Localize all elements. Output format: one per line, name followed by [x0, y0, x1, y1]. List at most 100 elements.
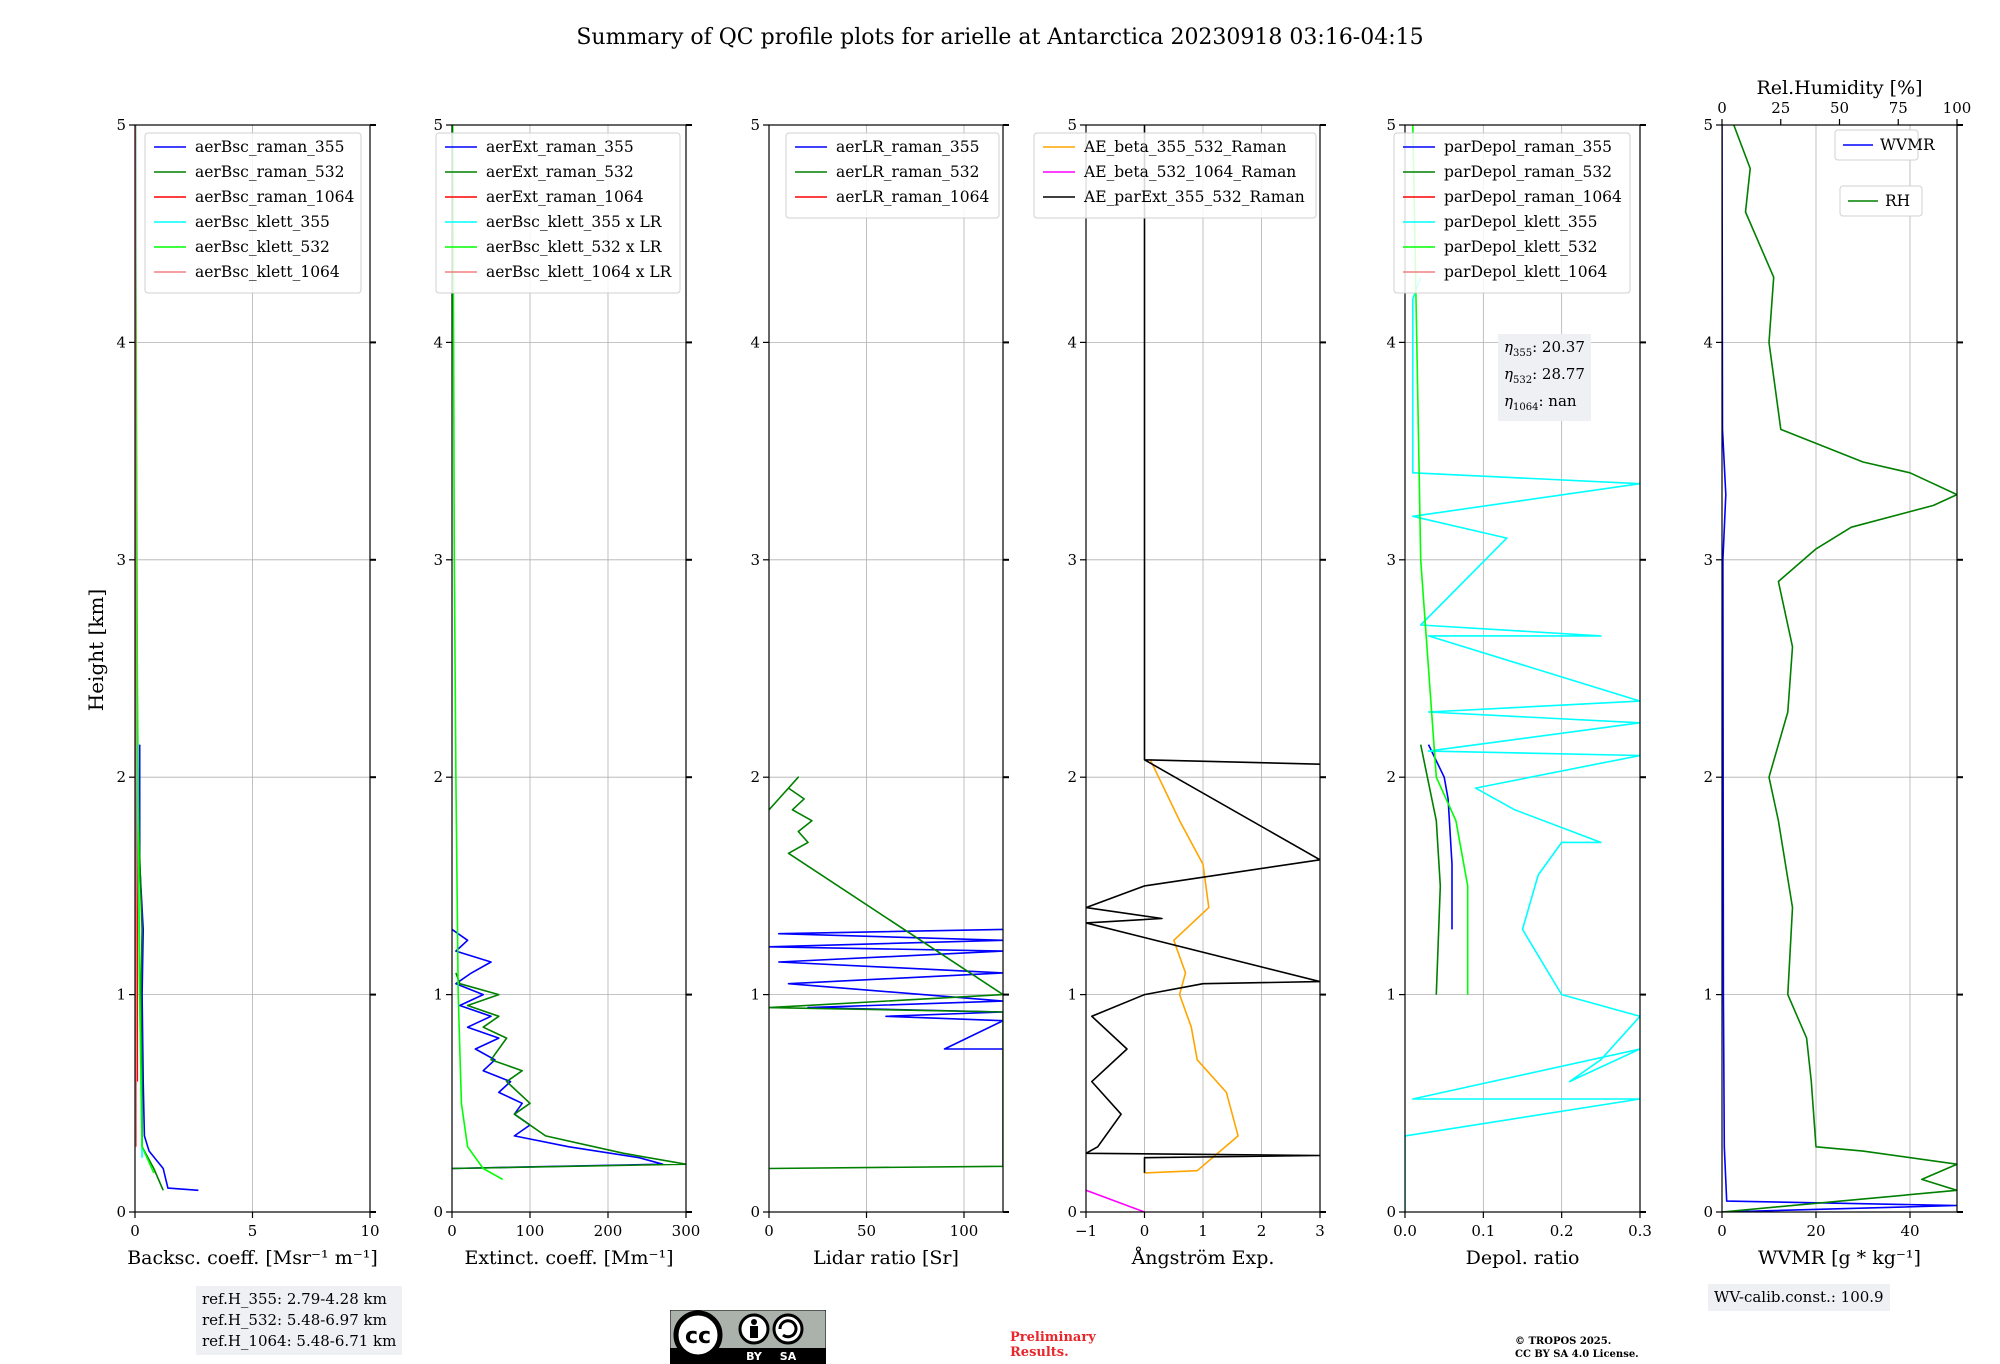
y-tick-label: 3 — [1703, 551, 1713, 569]
ref-height-532: ref.H_532: 5.48-6.97 km — [202, 1311, 387, 1329]
y-tick-label: 2 — [433, 768, 443, 786]
copyright-note: © TROPOS 2025. CC BY SA 4.0 License. — [1515, 1335, 1639, 1361]
legend-dep: parDepol_raman_355 parDepol_raman_532 parD… — [1393, 132, 1631, 294]
x-tick-label: 20 — [1806, 1222, 1825, 1240]
legend-entry: parDepol_klett_1064 — [1444, 263, 1607, 281]
x-tick-label: 0.3 — [1628, 1222, 1652, 1240]
legend-entry: AE_beta_355_532_Raman — [1083, 138, 1286, 156]
y-tick-label: 2 — [116, 768, 126, 786]
copyright-line-2: CC BY SA 4.0 License. — [1515, 1349, 1639, 1360]
panel-dep: 0 1 2 3 4 5 0.0 0.1 0.2 0.3 Depol. ratio parDepol_r… — [1386, 116, 1651, 1269]
y-axis-label: Height [km] — [84, 589, 108, 711]
series-line-aerext-raman-355 — [452, 928, 664, 1170]
legend-entry: aerBsc_raman_532 — [195, 163, 345, 181]
series-line-aerbsc-raman-355 — [138, 744, 199, 1192]
y-tick-label: 4 — [433, 333, 443, 351]
x-tick-label: 0 — [1140, 1222, 1150, 1240]
y-tick-label: 0 — [433, 1203, 443, 1221]
x-axis-label-lr: Lidar ratio [Sr] — [813, 1247, 959, 1269]
legend-lr: aerLR_raman_355 aerLR_raman_532 aerLR_rama… — [785, 132, 1000, 219]
x-tick-label: 50 — [857, 1222, 876, 1240]
preliminary-note: Preliminary Results. — [1010, 1330, 1096, 1360]
y-tick-label: 1 — [1386, 986, 1396, 1004]
y-tick-label: 3 — [1067, 551, 1077, 569]
legend-entry: aerBsc_klett_532 — [195, 238, 330, 256]
y-tick-label: 1 — [1703, 986, 1713, 1004]
y-tick-label: 4 — [1067, 333, 1077, 351]
eta-355: η355: 20.37 — [1504, 338, 1585, 359]
plot-frame — [451, 124, 687, 1213]
x-tick-label: 0.0 — [1393, 1222, 1417, 1240]
y-tick-label: 2 — [1067, 768, 1077, 786]
legend-entry: aerExt_raman_1064 — [486, 188, 644, 206]
y-tick-label: 5 — [750, 116, 760, 134]
legend-entry: parDepol_raman_1064 — [1444, 188, 1622, 206]
x-tick-label: 2 — [1257, 1222, 1267, 1240]
legend-entry: aerLR_raman_1064 — [836, 188, 989, 206]
legend-entry: parDepol_klett_532 — [1444, 238, 1597, 256]
y-tick-label: 5 — [116, 116, 126, 134]
y-tick-label: 5 — [1703, 116, 1713, 134]
wv-calib-box: WV-calib.const.: 100.9 — [1708, 1284, 1890, 1311]
y-tick-label: 0 — [750, 1203, 760, 1221]
eta-box: η355: 20.37 η532: 28.77 η1064: nan — [1498, 334, 1591, 421]
series-line-pardepol-klett-355 — [1405, 276, 1640, 1212]
legend-entry: aerBsc_klett_1064 x LR — [486, 263, 673, 281]
series-line-aerlr-raman-532 — [769, 776, 1003, 1170]
panel-bsc: 0 1 2 3 4 5 0 5 10 Backsc. coeff. [Msr⁻¹ m⁻¹] aerB… — [116, 116, 379, 1269]
legend-entry: parDepol_raman_355 — [1444, 138, 1612, 156]
x-tick-label: 300 — [672, 1222, 701, 1240]
y-tick-label: 1 — [1067, 986, 1077, 1004]
legend-entry: aerExt_raman_355 — [486, 138, 634, 156]
legend-entry: RH — [1885, 192, 1910, 210]
figure-title: Summary of QC profile plots for arielle … — [576, 25, 1423, 50]
eta-532: η532: 28.77 — [1504, 365, 1585, 386]
y-tick-label: 4 — [1386, 333, 1396, 351]
x-tick-label: 0 — [764, 1222, 774, 1240]
legend-entry: aerBsc_klett_355 — [195, 213, 330, 231]
top-x-axis-label: Rel.Humidity [%] — [1756, 77, 1922, 99]
series-line-aerbsc-klett-532-x-lr — [452, 125, 504, 1181]
legend-entry: AE_parExt_355_532_Raman — [1083, 188, 1305, 206]
x-tick-label: 0 — [447, 1222, 457, 1240]
eta-1064: η1064: nan — [1504, 392, 1577, 413]
y-tick-label: 3 — [750, 551, 760, 569]
legend-entry: AE_beta_532_1064_Raman — [1083, 163, 1296, 181]
y-tick-label: 0 — [1703, 1203, 1713, 1221]
x-tick-label: 0 — [1717, 1222, 1727, 1240]
cc-mark: cc — [685, 1324, 711, 1349]
reference-height-box: ref.H_355: 2.79-4.28 km ref.H_532: 5.48-… — [196, 1286, 403, 1355]
preliminary-line-1: Preliminary — [1010, 1330, 1096, 1345]
x-tick-label: 3 — [1315, 1222, 1325, 1240]
cc-by-sa-logo: cc BY SA — [670, 1310, 826, 1364]
x-axis-label-ae: Ångström Exp. — [1131, 1247, 1275, 1269]
x-tick-label: 40 — [1900, 1222, 1919, 1240]
series-line-aerext-raman-532 — [452, 972, 686, 1170]
x-tick-label: 5 — [248, 1222, 258, 1240]
x-axis-label-bsc: Backsc. coeff. [Msr⁻¹ m⁻¹] — [127, 1247, 378, 1269]
x-tick-label: 0 — [130, 1222, 140, 1240]
top-x-tick-label: 75 — [1889, 99, 1908, 117]
legend-entry: aerLR_raman_355 — [836, 138, 979, 156]
y-tick-label: 4 — [750, 333, 760, 351]
y-tick-label: 3 — [116, 551, 126, 569]
legend-ext: aerExt_raman_355 aerExt_raman_532 aerExt_r… — [435, 132, 681, 294]
series-line-pardepol-raman-532 — [1419, 744, 1442, 995]
y-tick-label: 3 — [1386, 551, 1396, 569]
legend-entry: aerBsc_klett_1064 — [195, 263, 340, 281]
y-tick-label: 0 — [1067, 1203, 1077, 1221]
series-line-ae-beta-355-532-raman — [1144, 759, 1239, 1174]
y-tick-label: 5 — [1067, 116, 1077, 134]
legend-bsc: aerBsc_raman_355 aerBsc_raman_532 aerBsc_r… — [144, 132, 362, 294]
y-tick-label: 5 — [1386, 116, 1396, 134]
panel-ext: 0 1 2 3 4 5 0 100 200 300 Extinct. coeff. [Mm⁻¹] ae… — [433, 116, 700, 1269]
legend-entry: aerBsc_raman_355 — [195, 138, 345, 156]
x-tick-label: 1 — [1198, 1222, 1208, 1240]
y-tick-label: 1 — [116, 986, 126, 1004]
plot-frame — [1721, 124, 1958, 1213]
x-tick-label: 100 — [950, 1222, 979, 1240]
top-x-tick-label: 50 — [1830, 99, 1849, 117]
